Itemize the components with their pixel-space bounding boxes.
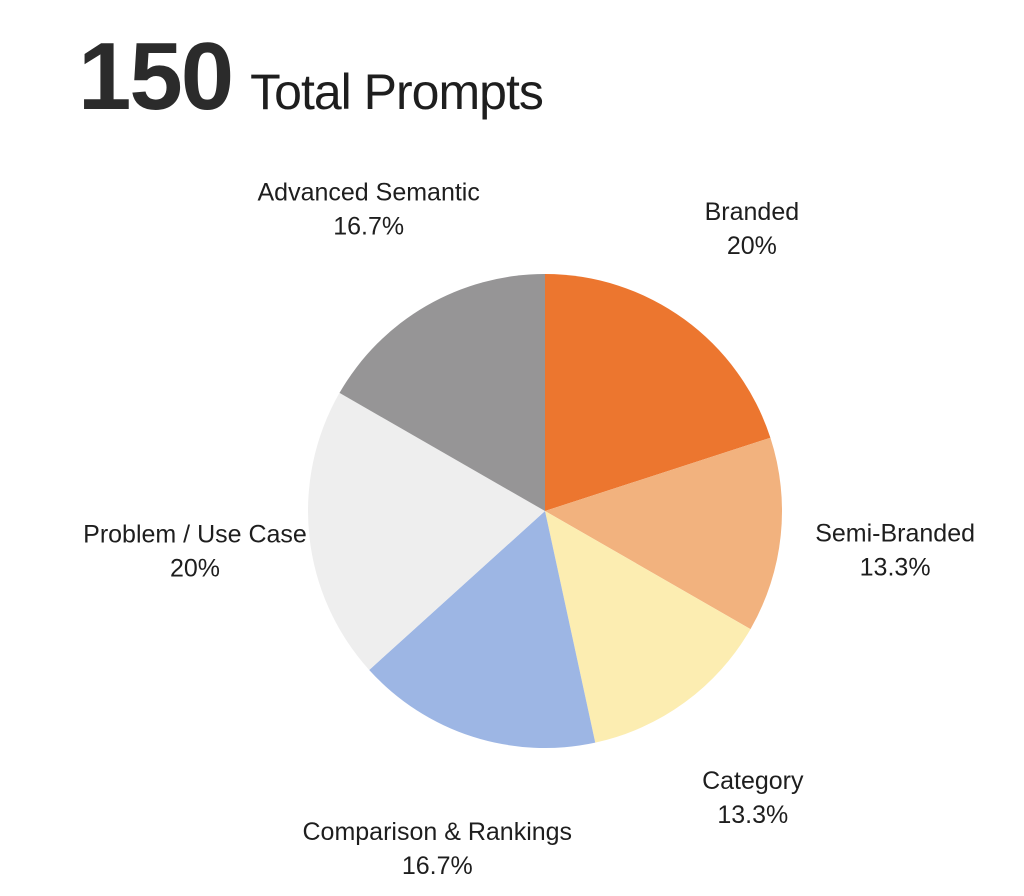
pie-labels: Branded 20% Semi-Branded 13.3% Category 13.3%…	[83, 178, 975, 880]
pie-label-value: 13.3%	[860, 553, 931, 581]
pie-label-branded: Branded 20%	[705, 198, 800, 260]
pie-slice-problem-use-case	[308, 392, 545, 670]
pie-label-name: Advanced Semantic	[258, 178, 480, 206]
header: 150 Total Prompts	[78, 22, 544, 132]
pie-label-comparison-rankings: Comparison & Rankings 16.7%	[302, 818, 572, 880]
pie-slice-category	[545, 511, 751, 743]
pie-label-name: Problem / Use Case	[83, 521, 307, 549]
pie-label-value: 20%	[727, 232, 777, 260]
pie-label-value: 13.3%	[717, 801, 788, 829]
pie-label-advanced-semantic: Advanced Semantic 16.7%	[258, 178, 480, 240]
pie-slice-comparison-rankings	[369, 511, 596, 748]
pie-label-name: Category	[702, 767, 804, 795]
pie-slices	[308, 274, 782, 748]
pie-label-problem-use-case: Problem / Use Case 20%	[83, 521, 307, 583]
total-prompts-count: 150	[78, 23, 234, 130]
pie-label-value: 20%	[170, 555, 220, 583]
pie-label-name: Semi-Branded	[815, 519, 975, 547]
pie-label-value: 16.7%	[333, 212, 404, 240]
pie-slice-branded	[545, 274, 771, 511]
pie-slice-advanced-semantic	[339, 274, 545, 511]
pie-slice-semi-branded	[545, 437, 782, 630]
pie-label-semi-branded: Semi-Branded 13.3%	[815, 519, 975, 581]
pie-label-name: Branded	[705, 198, 800, 226]
pie-label-value: 16.7%	[402, 852, 473, 880]
total-prompts-label: Total Prompts	[250, 64, 544, 120]
pie-label-category: Category 13.3%	[702, 767, 804, 829]
pie-label-name: Comparison & Rankings	[302, 818, 572, 846]
